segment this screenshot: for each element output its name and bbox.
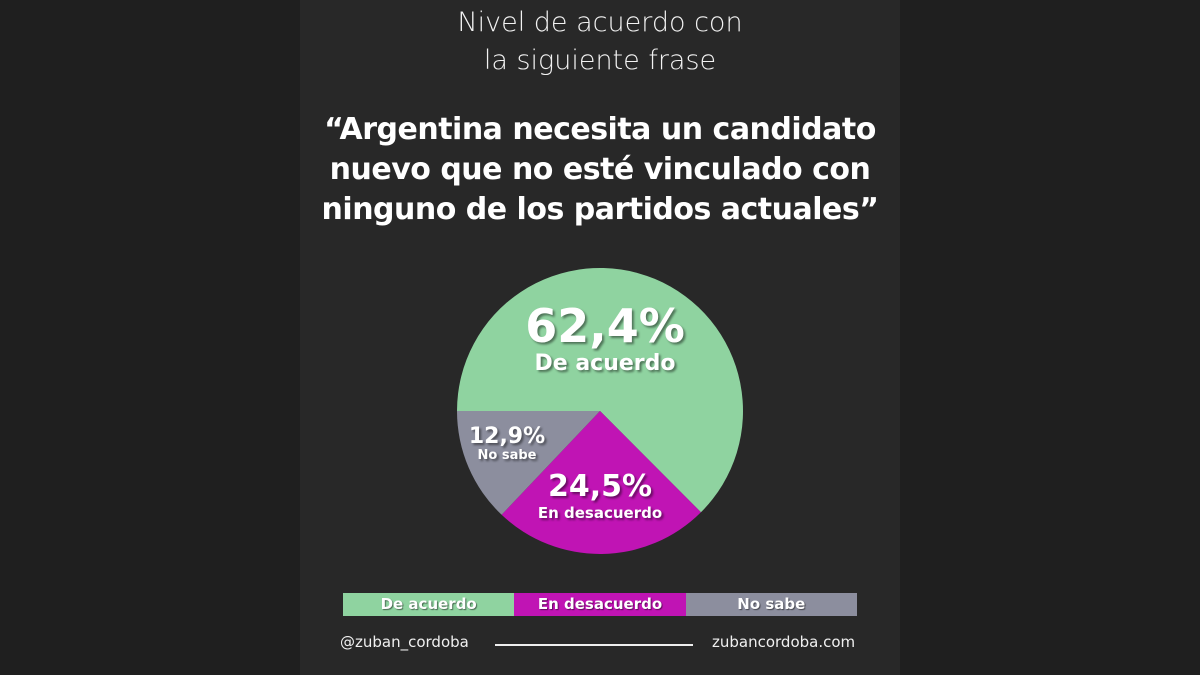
legend-item-no-sabe: No sabe — [685, 593, 857, 616]
pie-slice-de-acuerdo — [457, 267, 743, 513]
title-line-2: la siguiente frase — [483, 45, 717, 76]
legend-item-en-desacuerdo: En desacuerdo — [514, 593, 686, 616]
pie-slice-en-desacuerdo — [501, 411, 701, 554]
footer-handle: @zuban_cordoba — [340, 633, 469, 651]
subtitle-line-3: ninguno de los partidos actuales” — [321, 192, 879, 227]
slice-label-en-desacuerdo: 24,5% En desacuerdo — [537, 469, 663, 523]
chart-title: Nivel de acuerdo con la siguiente frase — [0, 4, 1200, 80]
footer-website: zubancordoba.com — [712, 633, 856, 651]
subtitle-line-2: nuevo que no esté vinculado con — [329, 152, 871, 187]
legend-item-de-acuerdo: De acuerdo — [343, 593, 515, 616]
pie-slice-no-sabe — [457, 411, 600, 515]
title-line-1: Nivel de acuerdo con — [457, 7, 743, 38]
footer-divider — [495, 644, 693, 646]
chart-subtitle: “Argentina necesita un candidato nuevo q… — [0, 110, 1200, 230]
legend: De acuerdo En desacuerdo No sabe — [343, 593, 857, 616]
subtitle-line-1: “Argentina necesita un candidato — [324, 112, 876, 147]
slice-label-de-acuerdo: 62,4% De acuerdo — [525, 299, 685, 376]
slice-label-no-sabe: 12,9% No sabe — [468, 424, 546, 463]
